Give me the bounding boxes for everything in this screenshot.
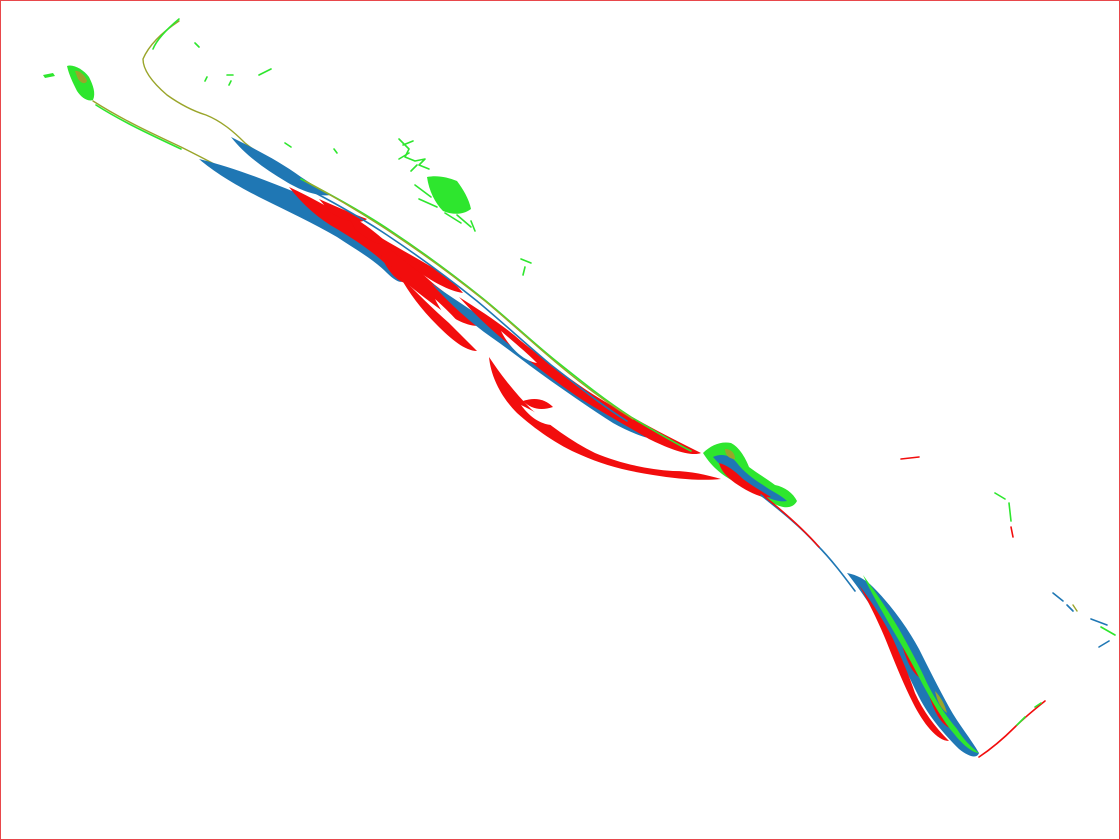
lobe-gap-1	[521, 405, 553, 425]
ocean-shoreline-olive	[304, 180, 634, 420]
lobe-red-tip	[523, 399, 553, 409]
east-fragment-3	[1010, 526, 1014, 538]
marsh-core	[427, 176, 471, 214]
marsh-fleck	[520, 258, 532, 276]
east-fragment-6	[1090, 618, 1108, 626]
central-gap-2	[501, 331, 537, 363]
channel-line-top	[152, 18, 180, 50]
barrier-red-lobe	[399, 275, 477, 351]
headland-red	[719, 463, 771, 498]
central-gap-1	[435, 299, 473, 339]
nw-island-olive	[75, 70, 87, 84]
east-fragment-4	[1052, 592, 1074, 612]
marsh-fringe	[414, 184, 476, 232]
inlet-headland	[703, 442, 797, 508]
east-fragment-1	[900, 456, 920, 460]
se-olive-patch	[935, 691, 947, 713]
channel-dots	[284, 142, 338, 154]
barrier-red-lens-3	[373, 233, 463, 293]
lobe-gap-3	[601, 421, 645, 441]
barrier-red-west	[289, 187, 483, 326]
barrier-red-lens-1	[319, 199, 367, 222]
east-fragment-7	[1100, 626, 1116, 636]
southeast-barrier	[760, 494, 1046, 758]
east-fragment-5	[1072, 604, 1078, 612]
inland-marsh	[398, 138, 532, 276]
ocean-shoreline-blue	[296, 182, 628, 422]
se-narrow-neck	[760, 494, 856, 592]
headland-olive	[725, 449, 735, 459]
barrier-red-central	[459, 297, 701, 455]
se-green-edge	[863, 575, 979, 753]
lobe-gap-2	[571, 421, 631, 446]
nw-island-green	[67, 65, 95, 101]
east-fragment-8	[1098, 640, 1110, 648]
se-southern-tip	[978, 700, 1046, 758]
barrier-blue-west	[199, 159, 404, 282]
nw-islet	[43, 73, 55, 78]
headland-blue	[713, 455, 787, 502]
barrier-red-sliver	[381, 255, 405, 283]
channel-line	[142, 20, 320, 192]
east-fragment-2	[994, 492, 1012, 522]
se-red-body	[859, 585, 949, 741]
marsh-branch-2	[398, 140, 418, 172]
east-fragments	[900, 456, 1116, 648]
northern-channel	[142, 18, 338, 192]
se-narrow-neck-red	[764, 496, 820, 548]
nw-shoreline-green	[95, 104, 182, 150]
barrier-red-southern-lobe	[489, 357, 721, 480]
channel-fragments	[194, 42, 272, 86]
marsh-branch-1	[398, 138, 430, 170]
main-barrier	[199, 137, 721, 480]
se-tip-green	[1016, 702, 1042, 726]
